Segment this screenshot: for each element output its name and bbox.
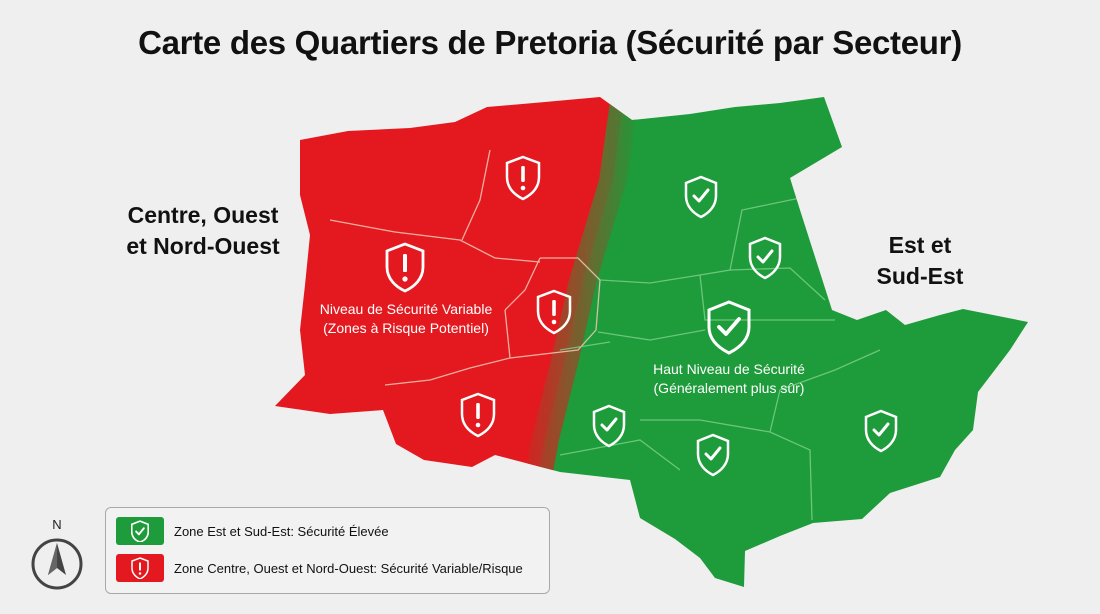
warning-shield-icon (131, 557, 149, 579)
legend-item-green: Zone Est et Sud-Est: Sécurité Élevée (116, 517, 389, 545)
west-region-label-line1: Centre, Ouest (127, 202, 279, 228)
check-shield-icon (592, 404, 626, 448)
legend-swatch-red (116, 554, 164, 582)
west-region-label: Centre, Ouest et Nord-Ouest (108, 200, 298, 262)
legend-label-green: Zone Est et Sud-Est: Sécurité Élevée (174, 523, 389, 539)
compass-north-label: N (52, 517, 61, 532)
west-zone-description-line1: Niveau de Sécurité Variable (319, 301, 493, 317)
legend-swatch-green (116, 517, 164, 545)
west-zone-area (275, 97, 627, 520)
legend-label-red: Zone Centre, Ouest et Nord-Ouest: Sécuri… (174, 560, 523, 576)
compass-icon: N (31, 517, 83, 590)
legend-item-red: Zone Centre, Ouest et Nord-Ouest: Sécuri… (116, 554, 523, 582)
zone-boundary (516, 97, 641, 520)
west-zone-description: Niveau de Sécurité Variable (Zones à Ris… (296, 300, 516, 338)
warning-shield-icon (536, 289, 572, 335)
east-zone-description-line2: (Généralement plus sûr) (653, 380, 805, 396)
east-region-label: Est et Sud-Est (860, 230, 980, 292)
check-shield-icon (684, 175, 718, 219)
check-shield-icon (864, 409, 898, 453)
east-zone-description-line1: Haut Niveau de Sécurité (653, 361, 805, 377)
west-zone-description-line2: (Zones à Risque Potentiel) (323, 320, 489, 336)
warning-shield-icon (385, 242, 425, 293)
check-shield-icon (707, 300, 751, 355)
map-title: Carte des Quartiers de Pretoria (Sécurit… (138, 24, 962, 61)
check-shield-icon (131, 520, 149, 542)
check-shield-icon (748, 236, 782, 280)
check-shield-icon (696, 433, 730, 477)
west-region-label-line2: et Nord-Ouest (126, 233, 280, 259)
warning-shield-icon (460, 392, 496, 438)
legend: Zone Est et Sud-Est: Sécurité Élevée Zon… (105, 507, 550, 594)
east-zone-description: Haut Niveau de Sécurité (Généralement pl… (624, 360, 834, 398)
east-region-label-line2: Sud-Est (876, 263, 964, 289)
warning-shield-icon (505, 155, 541, 201)
district-borders (329, 149, 601, 386)
east-region-label-line1: Est et (888, 232, 952, 258)
